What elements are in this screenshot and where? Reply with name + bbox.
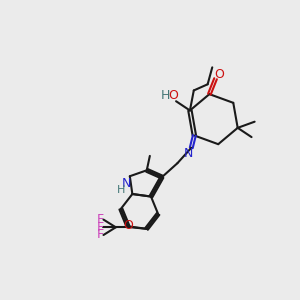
Text: F: F <box>97 221 104 234</box>
Text: O: O <box>123 219 133 232</box>
Text: F: F <box>97 213 104 226</box>
Text: O: O <box>168 89 178 102</box>
Text: O: O <box>214 68 224 81</box>
Text: H: H <box>116 185 125 195</box>
Text: H: H <box>160 89 170 102</box>
Text: N: N <box>184 147 193 160</box>
Text: N: N <box>122 177 131 190</box>
Text: F: F <box>97 229 104 242</box>
